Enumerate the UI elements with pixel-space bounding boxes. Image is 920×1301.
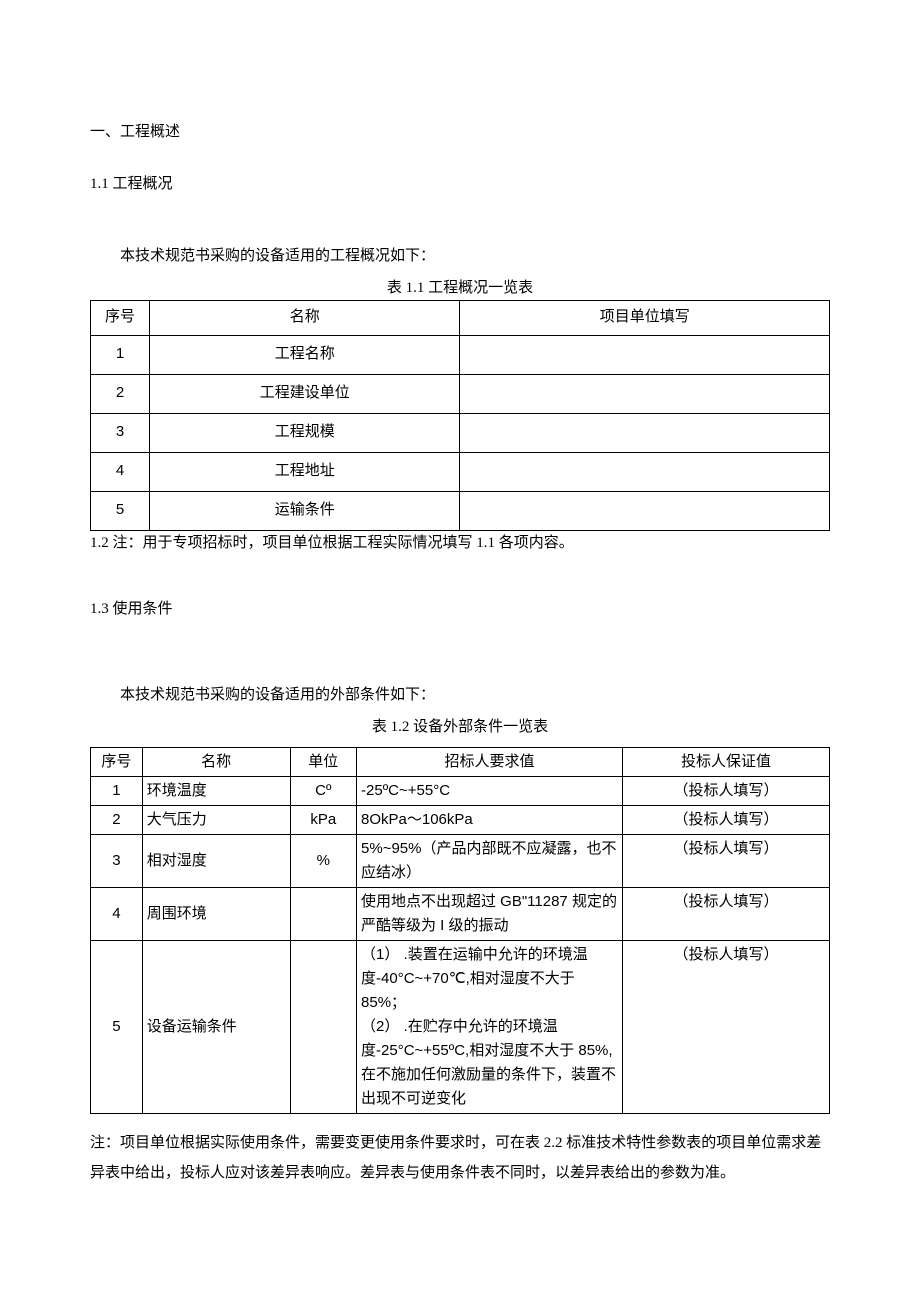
table-1-2: 序号 名称 单位 招标人要求值 投标人保证值 1环境温度Cº-25ºC~+55°… [90,747,830,1114]
cell-name: 工程地址 [150,453,460,492]
cell-name: 大气压力 [142,806,290,835]
col-seq-header: 序号 [91,748,143,777]
cell-value [460,414,830,453]
col-seq-header: 序号 [91,301,150,336]
cell-bid: （投标人填写） [623,806,830,835]
cell-value [460,453,830,492]
table-row: 3工程规模 [91,414,830,453]
cell-value [460,492,830,531]
table-row: 序号 名称 单位 招标人要求值 投标人保证值 [91,748,830,777]
table-row: 5设备运输条件 （1） .装置在运输中允许的环境温度-40°C~+70℃,相对湿度… [91,941,830,1114]
col-value-header: 项目单位填写 [460,301,830,336]
cell-unit [290,888,357,941]
cell-bid: （投标人填写） [623,888,830,941]
table-row: 3相对湿度%5%~95%（产品内部既不应凝露，也不应结冰）（投标人填写） [91,835,830,888]
cell-unit: % [290,835,357,888]
cell-seq: 2 [91,375,150,414]
cell-seq: 1 [91,777,143,806]
table-row: 2大气压力kPa8OkPa～106kPa（投标人填写） [91,806,830,835]
cell-unit: kPa [290,806,357,835]
cell-seq: 4 [91,453,150,492]
cell-unit: Cº [290,777,357,806]
cell-name: 设备运输条件 [142,941,290,1114]
cell-name: 工程规模 [150,414,460,453]
cell-seq: 5 [91,492,150,531]
col-name-header: 名称 [150,301,460,336]
cell-name: 周围环境 [142,888,290,941]
cell-value [460,375,830,414]
table-1-2-caption: 表 1.2 设备外部条件一览表 [90,715,830,739]
subsection-1-3-intro: 本技术规范书采购的设备适用的外部条件如下： [90,683,830,707]
cell-req: 8OkPa～106kPa [357,806,623,835]
cell-req: -25ºC~+55°C [357,777,623,806]
cell-seq: 4 [91,888,143,941]
col-req-header: 招标人要求值 [357,748,623,777]
cell-seq: 1 [91,336,150,375]
cell-req: （1） .装置在运输中允许的环境温度-40°C~+70℃,相对湿度不大于85%；… [357,941,623,1114]
cell-seq: 2 [91,806,143,835]
cell-unit [290,941,357,1114]
cell-seq: 5 [91,941,143,1114]
cell-req: 使用地点不出现超过 GB"11287 规定的严酷等级为 I 级的振动 [357,888,623,941]
col-name-header: 名称 [142,748,290,777]
cell-seq: 3 [91,414,150,453]
cell-value [460,336,830,375]
col-unit-header: 单位 [290,748,357,777]
section-heading: 一、工程概述 [90,120,830,144]
table-1-2-footnote: 注：项目单位根据实际使用条件，需要变更使用条件要求时，可在表 2.2 标准技术特… [90,1128,830,1188]
subsection-1-1-heading: 1.1 工程概况 [90,172,830,196]
subsection-1-3-heading: 1.3 使用条件 [90,597,830,621]
cell-name: 工程名称 [150,336,460,375]
cell-bid: （投标人填写） [623,777,830,806]
table-row: 4工程地址 [91,453,830,492]
table-row: 4周围环境 使用地点不出现超过 GB"11287 规定的严酷等级为 I 级的振动（… [91,888,830,941]
table-1-1-caption: 表 1.1 工程概况一览表 [90,276,830,300]
table-row: 5运输条件 [91,492,830,531]
table-row: 序号 名称 项目单位填写 [91,301,830,336]
table-1-1: 序号 名称 项目单位填写 1工程名称2工程建设单位3工程规模4工程地址5运输条件 [90,300,830,531]
table-row: 1环境温度Cº-25ºC~+55°C（投标人填写） [91,777,830,806]
cell-name: 运输条件 [150,492,460,531]
cell-bid: （投标人填写） [623,941,830,1114]
table-row: 2工程建设单位 [91,375,830,414]
col-bid-header: 投标人保证值 [623,748,830,777]
subsection-1-2-note: 1.2 注：用于专项招标时，项目单位根据工程实际情况填写 1.1 各项内容。 [90,531,830,555]
subsection-1-1-intro: 本技术规范书采购的设备适用的工程概况如下： [90,244,830,268]
cell-name: 环境温度 [142,777,290,806]
cell-name: 工程建设单位 [150,375,460,414]
cell-name: 相对湿度 [142,835,290,888]
cell-req: 5%~95%（产品内部既不应凝露，也不应结冰） [357,835,623,888]
cell-seq: 3 [91,835,143,888]
cell-bid: （投标人填写） [623,835,830,888]
table-row: 1工程名称 [91,336,830,375]
